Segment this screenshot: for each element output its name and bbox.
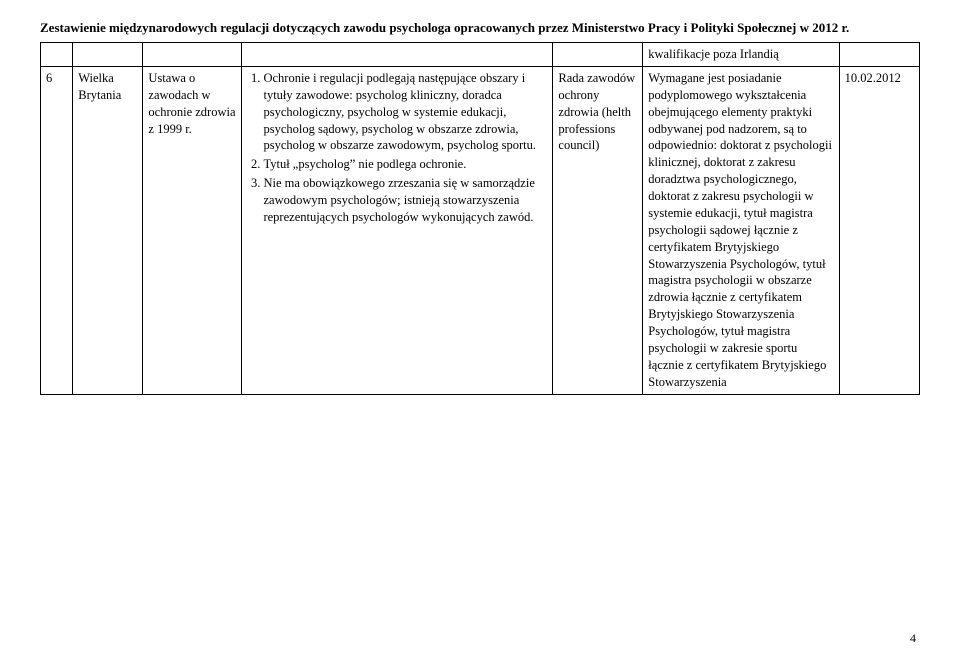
page-number: 4 bbox=[910, 631, 916, 646]
table-row: 6 Wielka Brytania Ustawa o zawodach w oc… bbox=[41, 66, 920, 394]
regulations-table: kwalifikacje poza Irlandią 6 Wielka Bryt… bbox=[40, 42, 920, 395]
desc-item: Nie ma obowiązkowego zrzeszania się w sa… bbox=[263, 175, 547, 226]
cell-num-prev bbox=[41, 43, 73, 67]
cell-body: Rada zawodów ochrony zdrowia (helth prof… bbox=[553, 66, 643, 394]
cell-date: 10.02.2012 bbox=[839, 66, 919, 394]
cell-num: 6 bbox=[41, 66, 73, 394]
cell-body-prev bbox=[553, 43, 643, 67]
document-header: Zestawienie międzynarodowych regulacji d… bbox=[40, 20, 920, 36]
desc-item: Tytuł „psycholog” nie podlega ochronie. bbox=[263, 156, 547, 173]
desc-list: Ochronie i regulacji podlegają następują… bbox=[247, 70, 547, 226]
cell-desc-prev bbox=[242, 43, 553, 67]
cell-req-prev: kwalifikacje poza Irlandią bbox=[643, 43, 839, 67]
cell-desc: Ochronie i regulacji podlegają następują… bbox=[242, 66, 553, 394]
cell-law: Ustawa o zawodach w ochronie zdrowia z 1… bbox=[143, 66, 242, 394]
cell-req: Wymagane jest posiadanie podyplomowego w… bbox=[643, 66, 839, 394]
table-row-prev: kwalifikacje poza Irlandią bbox=[41, 43, 920, 67]
cell-country: Wielka Brytania bbox=[73, 66, 143, 394]
cell-country-prev bbox=[73, 43, 143, 67]
cell-law-prev bbox=[143, 43, 242, 67]
desc-item: Ochronie i regulacji podlegają następują… bbox=[263, 70, 547, 154]
cell-date-prev bbox=[839, 43, 919, 67]
